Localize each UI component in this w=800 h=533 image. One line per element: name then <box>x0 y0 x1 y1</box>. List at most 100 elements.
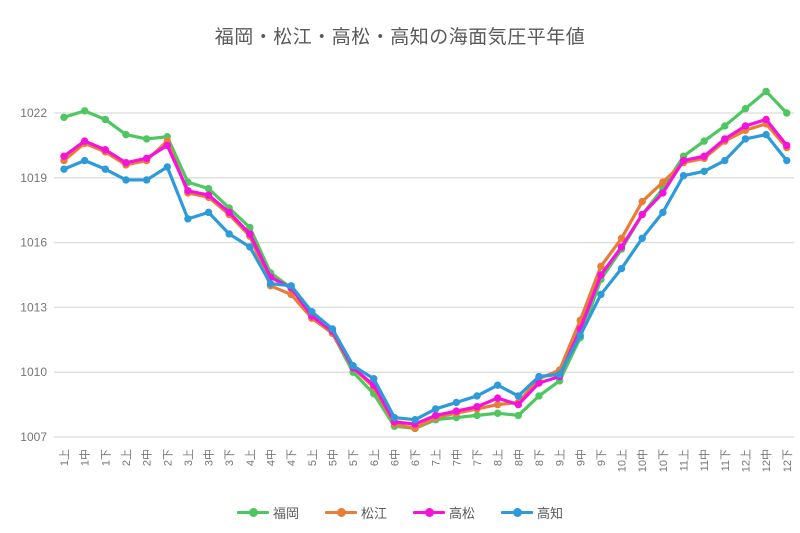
data-point-marker <box>122 130 130 139</box>
data-point-marker <box>60 165 68 173</box>
data-point-marker <box>101 115 110 124</box>
data-point-marker <box>597 271 605 279</box>
data-point-marker <box>142 176 151 184</box>
y-tick-label: 1019 <box>20 171 47 185</box>
series-line <box>60 115 791 428</box>
chart-title: 福岡・松江・高松・高知の海面気圧平年値 <box>214 27 586 48</box>
series-line <box>60 130 791 424</box>
x-tick-label: 11下 <box>720 449 732 471</box>
data-point-marker <box>246 243 254 251</box>
data-point-marker <box>349 362 357 370</box>
data-point-marker <box>700 167 708 176</box>
x-tick-label: 1中 <box>79 449 92 466</box>
legend-label: 高知 <box>537 506 564 521</box>
x-tick-label: 10上 <box>616 449 629 472</box>
data-point-marker <box>473 411 481 420</box>
legend-label: 福岡 <box>272 506 299 521</box>
data-point-marker <box>638 210 646 219</box>
data-point-marker <box>721 156 729 165</box>
data-point-marker <box>246 223 254 232</box>
data-point-marker <box>514 392 522 400</box>
data-point-marker <box>514 400 522 409</box>
legend-item: 松江 <box>324 503 387 522</box>
x-tick-label: 6中 <box>388 449 401 466</box>
data-point-marker <box>246 230 254 238</box>
data-point-marker <box>287 282 295 290</box>
data-point-marker <box>452 398 461 407</box>
series-path <box>62 133 789 422</box>
data-point-marker <box>142 135 151 143</box>
x-tick-label: 12中 <box>760 449 773 472</box>
data-point-marker <box>555 370 564 379</box>
data-point-marker <box>617 234 626 242</box>
x-tick-label: 9下 <box>596 449 608 466</box>
data-point-marker <box>225 230 233 238</box>
data-point-marker <box>225 208 233 217</box>
x-tick-label: 4上 <box>244 449 257 466</box>
x-tick-label: 5中 <box>326 449 339 466</box>
data-point-marker <box>204 184 213 193</box>
x-tick-label: 5上 <box>306 449 319 466</box>
data-point-marker <box>741 104 750 113</box>
data-point-marker <box>452 407 461 415</box>
data-point-marker <box>721 135 729 143</box>
data-point-marker <box>535 392 543 400</box>
data-point-marker <box>493 409 502 417</box>
data-point-marker <box>659 208 667 217</box>
legend-line-marker-icon <box>501 508 534 517</box>
y-tick-label: 1016 <box>20 236 47 250</box>
data-point-marker <box>741 135 750 143</box>
data-point-marker <box>700 137 708 145</box>
data-point-marker <box>122 176 130 184</box>
legend-label: 高松 <box>449 506 476 521</box>
legend-line-marker-icon <box>413 508 445 517</box>
x-axis-tick-labels: 1上 1中 1下 2上 2中 2下 3上 3中 3下 4上 4中 4下 5上 5中 5下 6上 6中 6下 7上 7中… <box>58 449 794 472</box>
data-point-marker <box>783 156 791 165</box>
data-point-marker <box>473 403 481 411</box>
data-point-marker <box>184 187 192 195</box>
data-point-marker <box>783 141 791 150</box>
legend-label: 松江 <box>360 506 387 521</box>
x-tick-label: 2中 <box>141 449 154 466</box>
data-point-marker <box>266 279 275 288</box>
data-point-marker <box>783 109 791 117</box>
data-point-marker <box>535 372 543 381</box>
chart-legend: 福岡 松江 高松 高知 <box>0 503 800 522</box>
data-point-marker <box>597 262 605 271</box>
data-point-marker <box>80 156 89 165</box>
data-point-marker <box>679 171 688 180</box>
data-point-marker <box>597 290 605 299</box>
data-point-marker <box>659 178 667 186</box>
x-tick-label: 8中 <box>512 449 525 466</box>
data-point-marker <box>328 325 337 333</box>
x-tick-label: 1上 <box>58 449 71 466</box>
data-point-marker <box>762 130 770 139</box>
x-tick-label: 11中 <box>698 449 711 471</box>
x-tick-label: 7上 <box>430 449 443 466</box>
data-point-marker <box>659 189 667 197</box>
y-tick-label: 1007 <box>20 430 47 444</box>
legend-line-marker-icon <box>324 508 357 517</box>
x-tick-label: 3下 <box>224 449 236 466</box>
y-axis-tick-labels: 1007 1010 1013 1016 1019 1022 <box>20 106 47 444</box>
data-point-marker <box>80 107 89 115</box>
legend-item: 福岡 <box>236 503 299 522</box>
data-point-marker <box>514 411 522 420</box>
x-tick-label: 9中 <box>574 449 587 466</box>
data-point-marker <box>432 405 440 413</box>
x-tick-label: 2下 <box>162 449 174 466</box>
data-point-marker <box>80 137 89 145</box>
legend-line-marker-icon <box>236 508 269 517</box>
data-point-marker <box>493 394 502 402</box>
y-tick-label: 1022 <box>20 106 47 120</box>
x-tick-label: 8下 <box>534 449 546 466</box>
data-point-marker <box>204 191 213 199</box>
data-point-marker <box>60 113 68 122</box>
x-tick-label: 5下 <box>348 449 360 466</box>
data-point-marker <box>142 154 151 163</box>
series-path <box>62 89 789 430</box>
legend-item: 高松 <box>413 503 475 522</box>
x-tick-label: 10下 <box>658 449 670 472</box>
